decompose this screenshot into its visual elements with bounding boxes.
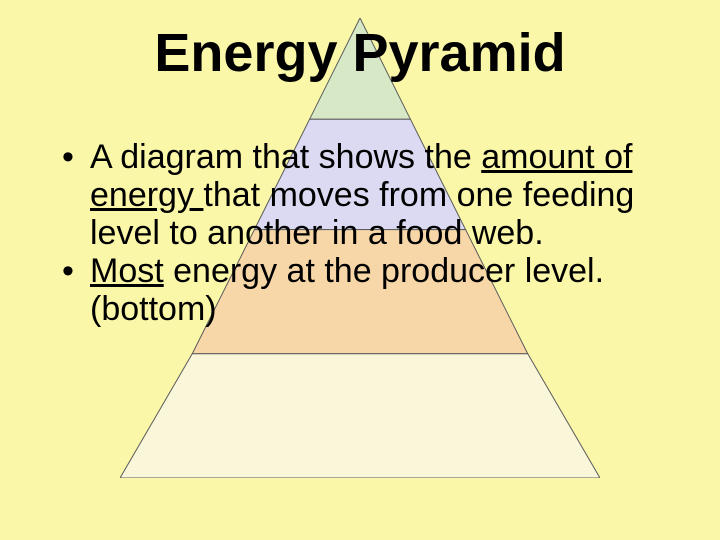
bullet-text-underlined: Most bbox=[90, 252, 164, 290]
bullet-list: A diagram that shows the amount of energ… bbox=[62, 138, 662, 328]
pyramid-level-bottom bbox=[120, 354, 600, 478]
slide-title: Energy Pyramid bbox=[0, 22, 720, 84]
slide: Energy Pyramid A diagram that shows the … bbox=[0, 0, 720, 540]
bullet-text-leading: A diagram that shows the bbox=[90, 138, 481, 176]
bullet-item: A diagram that shows the amount of energ… bbox=[62, 138, 662, 252]
bullet-item: Most energy at the producer level. (bott… bbox=[62, 252, 662, 328]
bullet-text-trailing: energy at the producer level. (bottom) bbox=[90, 252, 604, 328]
